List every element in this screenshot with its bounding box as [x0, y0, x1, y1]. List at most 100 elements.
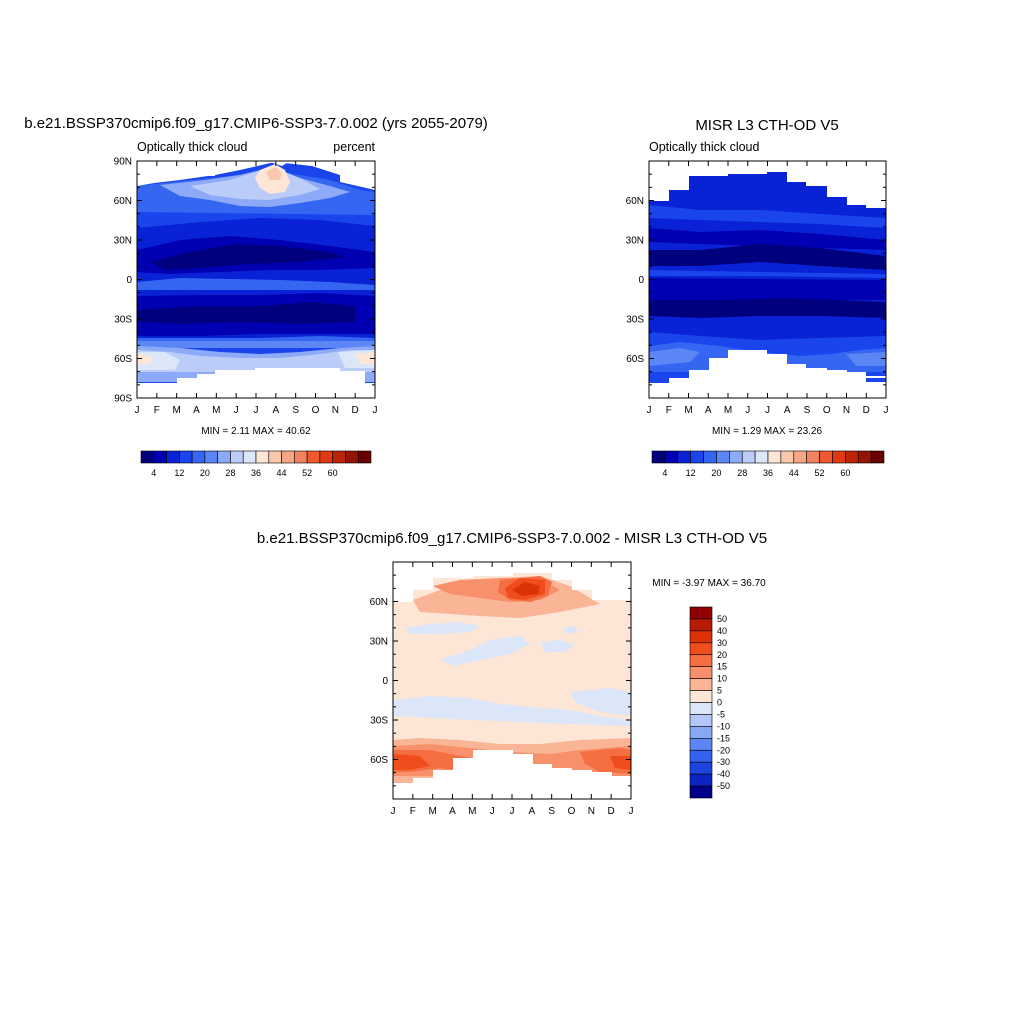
- colorbar-box: [345, 450, 359, 464]
- x-tick-label: J: [884, 405, 889, 416]
- x-tick-label: N: [588, 806, 595, 817]
- colorbar-box: [664, 450, 679, 464]
- colorbar-box: [294, 450, 308, 464]
- x-tick-label: D: [863, 405, 870, 416]
- colorbar-box: [153, 450, 167, 464]
- colorbar-box: [689, 654, 713, 667]
- colorbar-box: [306, 450, 321, 464]
- panel-model-units-label: percent: [333, 140, 375, 154]
- x-tick-label: J: [254, 405, 259, 416]
- y-tick-label: 60S: [626, 354, 644, 365]
- colorbar-box: [689, 678, 713, 691]
- x-tick-label: J: [490, 806, 495, 817]
- colorbar-box: [204, 450, 218, 464]
- panel-obs-variable-label: Optically thick cloud: [649, 140, 760, 154]
- x-tick-label: M: [172, 405, 180, 416]
- colorbar-box: [741, 450, 756, 464]
- colorbar-label: 28: [737, 468, 747, 478]
- colorbar-label: 20: [200, 468, 210, 478]
- colorbar-box: [819, 450, 833, 464]
- x-tick-label: F: [410, 806, 416, 817]
- colorbar-box: [689, 726, 713, 739]
- colorbar-label: 4: [662, 468, 667, 478]
- panel-obs-minmax: MIN = 1.29 MAX = 23.26: [712, 426, 822, 437]
- y-tick-label: 30S: [114, 315, 132, 326]
- y-tick-label: 90N: [114, 157, 132, 168]
- colorbar-label: -50: [717, 781, 730, 791]
- y-tick-label: 0: [126, 275, 132, 286]
- colorbar-box: [780, 450, 795, 464]
- panel-model: b.e21.BSSP370cmip6.f09_g17.CMIP6-SSP3-7.…: [24, 115, 488, 478]
- colorbar-label: -20: [717, 745, 730, 755]
- panel-obs-colorbar: 4 12 20 28 36 44 52 60: [651, 450, 885, 478]
- colorbar-box: [677, 450, 691, 464]
- colorbar-box: [242, 450, 257, 464]
- colorbar-label: 0: [717, 698, 722, 708]
- panel-model-minmax: MIN = 2.11 MAX = 40.62: [201, 426, 311, 437]
- colorbar-box: [268, 450, 282, 464]
- x-tick-label: J: [135, 405, 140, 416]
- colorbar-label: -10: [717, 721, 730, 731]
- colorbar-label: -40: [717, 769, 730, 779]
- colorbar-label: 36: [763, 468, 773, 478]
- colorbar-box: [689, 630, 713, 644]
- x-tick-label: M: [428, 806, 436, 817]
- panel-model-variable-label: Optically thick cloud: [137, 140, 248, 154]
- panel-diff: b.e21.BSSP370cmip6.f09_g17.CMIP6-SSP3-7.…: [257, 530, 767, 817]
- x-tick-label: M: [468, 806, 476, 817]
- colorbar-box: [754, 450, 769, 464]
- colorbar-label: 20: [711, 468, 721, 478]
- colorbar-box: [689, 738, 713, 751]
- colorbar-box: [332, 450, 346, 464]
- panel-model-title: b.e21.BSSP370cmip6.f09_g17.CMIP6-SSP3-7.…: [24, 115, 488, 132]
- x-tick-label: M: [684, 405, 692, 416]
- x-tick-label: S: [548, 806, 555, 817]
- x-tick-label: J: [373, 405, 378, 416]
- colorbar-box: [357, 450, 372, 464]
- y-tick-label: 30N: [114, 236, 132, 247]
- x-tick-label: O: [568, 806, 576, 817]
- x-tick-label: O: [823, 405, 831, 416]
- colorbar-box: [230, 450, 244, 464]
- colorbar-box: [191, 450, 206, 464]
- y-tick-label: 60N: [114, 196, 132, 207]
- colorbar-box: [217, 450, 231, 464]
- colorbar-label: 12: [174, 468, 184, 478]
- colorbar-label: 44: [277, 468, 287, 478]
- x-tick-label: J: [510, 806, 515, 817]
- colorbar-label: 50: [717, 614, 727, 624]
- y-tick-label: 0: [382, 676, 388, 687]
- x-tick-label: M: [212, 405, 220, 416]
- x-tick-label: F: [154, 405, 160, 416]
- x-tick-label: S: [292, 405, 299, 416]
- colorbar-box: [703, 450, 717, 464]
- colorbar-box: [179, 450, 193, 464]
- y-tick-label: 0: [638, 275, 644, 286]
- panel-diff-field: [393, 562, 631, 799]
- colorbar-box: [832, 450, 846, 464]
- colorbar-label: 5: [717, 686, 722, 696]
- colorbar-label: 44: [789, 468, 799, 478]
- x-tick-label: D: [608, 806, 615, 817]
- panel-model-colorbar: 4 12 20 28 36 44 52 60: [140, 450, 372, 478]
- colorbar-label: 28: [225, 468, 235, 478]
- x-tick-label: A: [272, 405, 279, 416]
- colorbar-label: -30: [717, 757, 730, 767]
- colorbar-label: -15: [717, 733, 730, 743]
- colorbar-box: [870, 450, 885, 464]
- colorbar-box: [689, 773, 713, 787]
- y-tick-label: 60S: [114, 354, 132, 365]
- colorbar-label: 40: [717, 626, 727, 636]
- colorbar-box: [689, 761, 713, 775]
- x-tick-label: A: [784, 405, 791, 416]
- colorbar-label: 60: [328, 468, 338, 478]
- colorbar-label: 36: [251, 468, 261, 478]
- colorbar-box: [857, 450, 872, 464]
- colorbar-box: [716, 450, 730, 464]
- panel-obs-title: MISR L3 CTH-OD V5: [695, 117, 838, 134]
- y-tick-label: 30S: [370, 716, 388, 727]
- panel-model-axes: J F M A M J J A S O N D J 90N 60N 30N 0 30S 60S 90S: [114, 157, 378, 417]
- colorbar-label: 4: [151, 468, 156, 478]
